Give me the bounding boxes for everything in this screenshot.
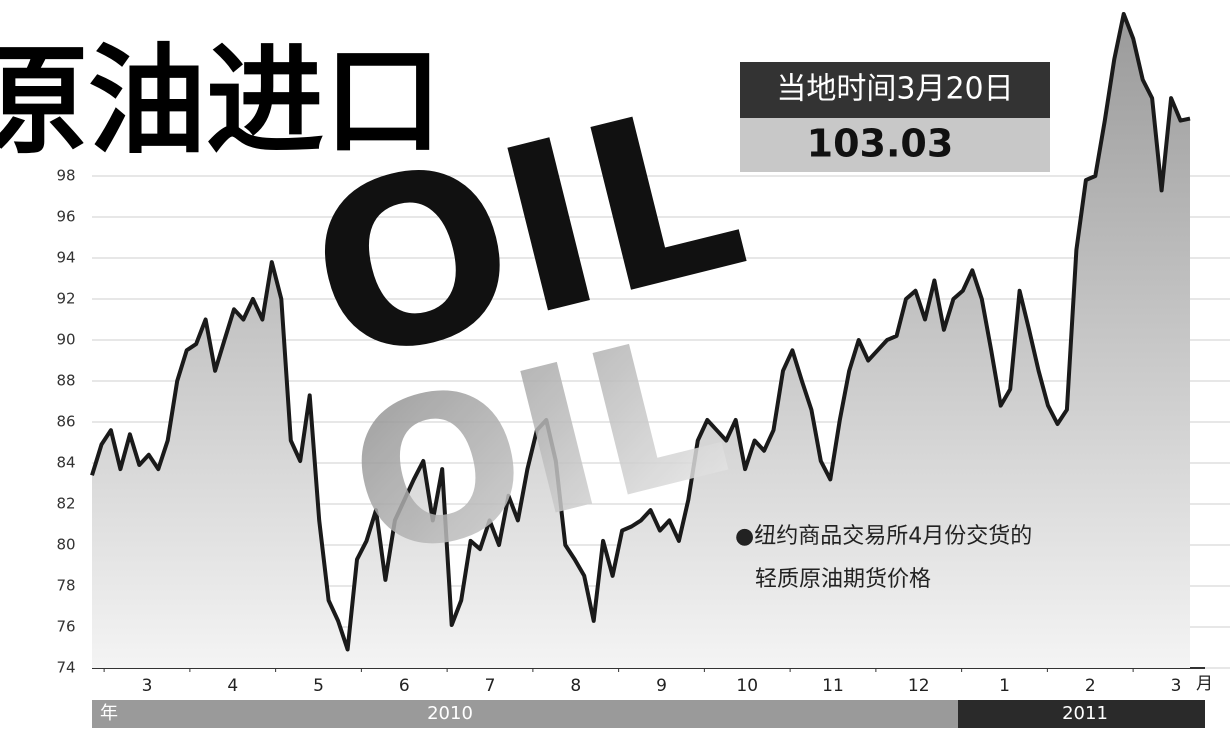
- year-label: 2011: [1062, 703, 1108, 724]
- x-tick-label: 4: [227, 676, 238, 696]
- y-tick-label: 90: [56, 331, 75, 349]
- annotation: ●纽约商品交易所4月份交货的: [735, 524, 1032, 549]
- area: [92, 14, 1190, 668]
- y-tick-label: 98: [56, 167, 75, 185]
- y-tick-label: 94: [56, 249, 75, 267]
- year-label: 年: [100, 703, 118, 724]
- page-title: 原油进口: [0, 32, 442, 170]
- x-tick-label: 1: [999, 676, 1010, 696]
- x-tick-label: 8: [570, 676, 581, 696]
- x-tick-label: 7: [485, 676, 496, 696]
- callout-label: 当地时间3月20日: [776, 72, 1013, 107]
- x-tick-label: 3: [142, 676, 153, 696]
- year-label: 2010: [427, 703, 473, 724]
- y-tick-label: 74: [56, 659, 75, 677]
- y-tick-label: 80: [56, 536, 75, 554]
- x-tick-label: 2: [1085, 676, 1096, 696]
- y-tick-label: 82: [56, 495, 75, 513]
- x-tick-label: 12: [908, 676, 930, 696]
- line: [90, 12, 1191, 652]
- x-tick-label: 6: [399, 676, 410, 696]
- x-tick-label: 5: [313, 676, 324, 696]
- y-tick-label: 78: [56, 577, 75, 595]
- annotation: 轻质原油期货价格: [755, 567, 931, 592]
- x-tick-label: 10: [736, 676, 758, 696]
- y-tick-label: 86: [56, 413, 75, 431]
- y-tick-label: 92: [56, 290, 75, 308]
- y-tick-label: 88: [56, 372, 75, 390]
- x-tick-label: 11: [822, 676, 844, 696]
- callout-header: [740, 62, 1050, 118]
- x-tick-label: 9: [656, 676, 667, 696]
- callout-body: [740, 118, 1050, 172]
- y-tick-label: 96: [56, 208, 75, 226]
- callout-value: 103.03: [807, 122, 954, 166]
- x-unit: 月: [1196, 674, 1213, 694]
- year-band: [92, 700, 958, 728]
- x-tick-label: 3: [1171, 676, 1182, 696]
- year-band: [958, 700, 1205, 728]
- y-tick-label: 84: [56, 454, 75, 472]
- y-tick-label: 76: [56, 618, 75, 636]
